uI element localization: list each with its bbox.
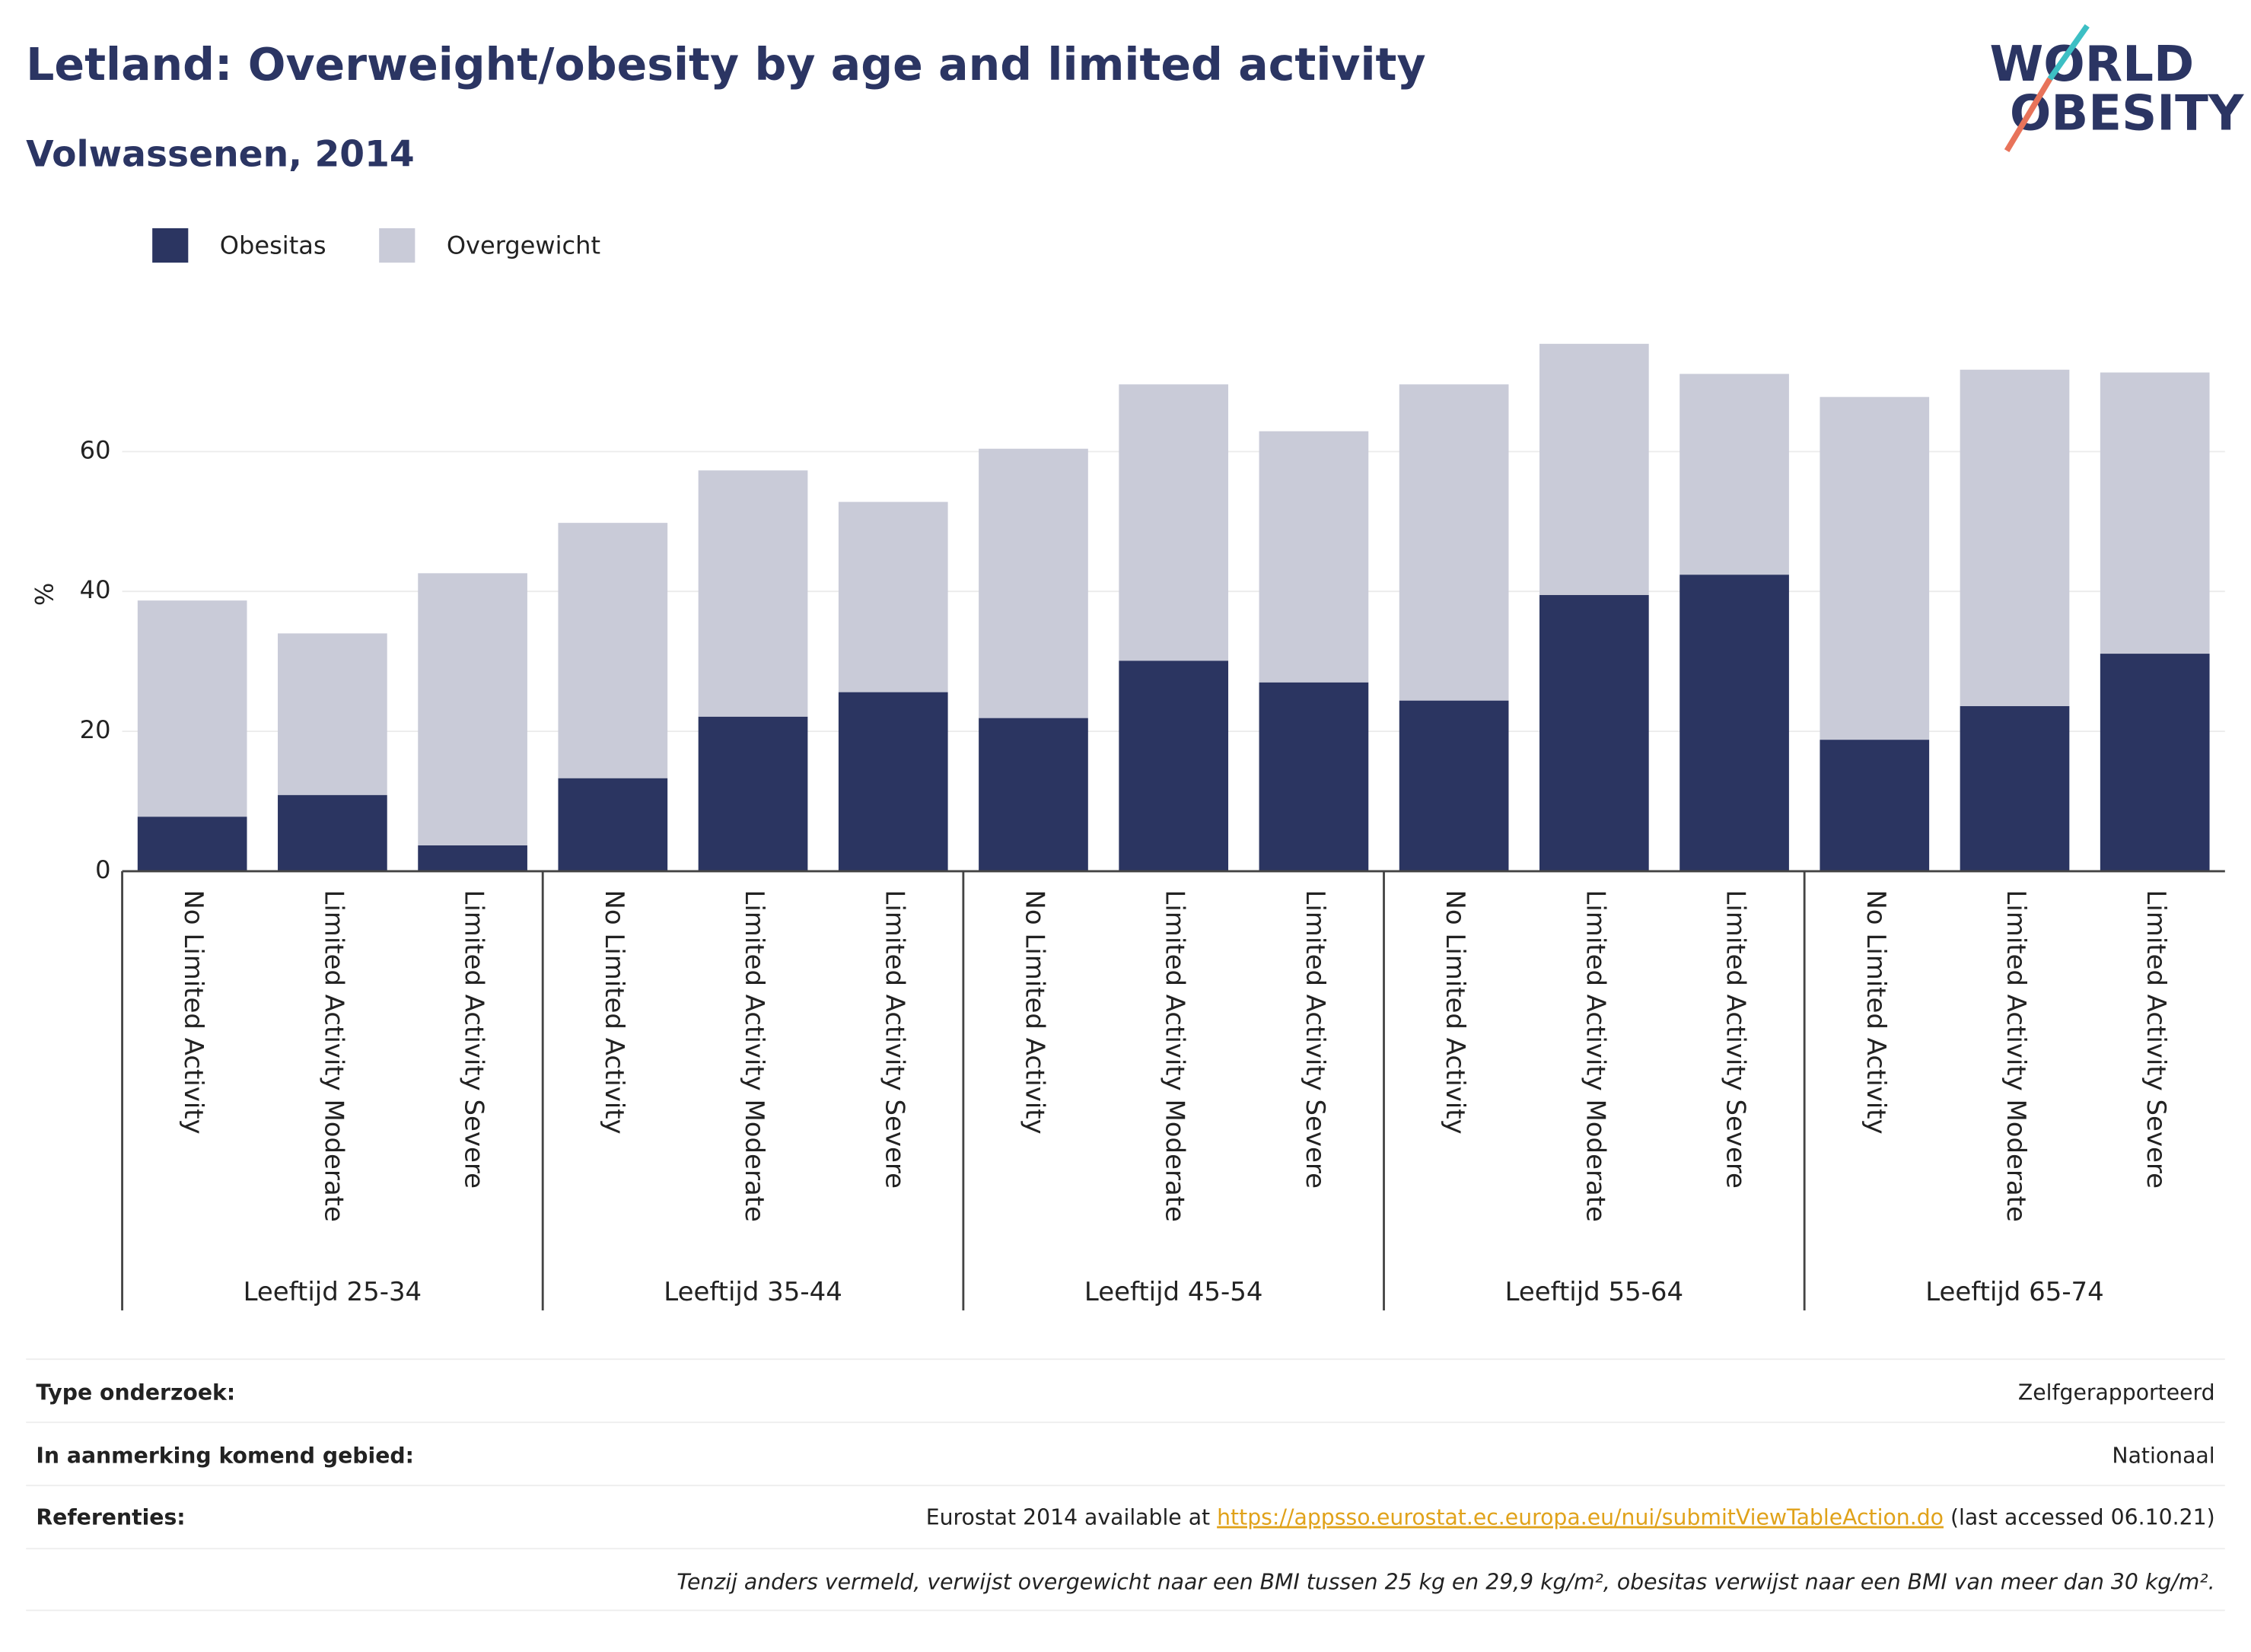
bar [137, 816, 247, 871]
row-value: Zelfgerapporteerd [2018, 1380, 2215, 1405]
ref-prefix: Eurostat 2014 available at [926, 1505, 1217, 1530]
bar [1679, 374, 1789, 575]
group-label: Leeftijd 45-54 [1084, 1277, 1263, 1307]
y-tick-label: 40 [80, 575, 111, 604]
group-label: Leeftijd 25-34 [244, 1277, 422, 1307]
x-tick-label: Limited Activity Moderate [318, 890, 349, 1221]
note: Tenzij anders vermeld, verwijst overgewi… [677, 1569, 2214, 1594]
group-label: Leeftijd 55-64 [1505, 1277, 1684, 1307]
logo-slash [2004, 77, 2052, 152]
bar [1960, 369, 2070, 706]
x-tick-label: No Limited Activity [1440, 890, 1470, 1134]
bar [1960, 705, 2070, 871]
row-label: Type onderzoek: [36, 1380, 235, 1405]
x-tick-label: Limited Activity Moderate [2001, 890, 2031, 1221]
ref-label: Referenties: [36, 1505, 185, 1530]
bar [698, 716, 808, 871]
group-label: Leeftijd 65-74 [1925, 1277, 2104, 1307]
group-label: Leeftijd 35-44 [664, 1277, 842, 1307]
bar [1119, 660, 1229, 871]
ref-value: Eurostat 2014 available at https://appss… [926, 1505, 2215, 1530]
legend-label: Obesitas [220, 231, 326, 259]
x-tick-label: Limited Activity Moderate [1580, 890, 1610, 1221]
bar [278, 794, 387, 871]
legend-label: Overgewicht [447, 231, 600, 259]
y-tick-label: 0 [95, 855, 110, 884]
x-tick-label: No Limited Activity [1861, 890, 1891, 1134]
row-label: In aanmerking komend gebied: [36, 1443, 414, 1468]
logo: WORLD OBESITY [1989, 24, 2245, 152]
ref-suffix: (last accessed 06.10.21) [1944, 1505, 2215, 1530]
chart-title: Letland: Overweight/obesity by age and l… [26, 39, 1425, 91]
bar [1820, 740, 1930, 871]
bar [558, 778, 668, 871]
bar [1399, 700, 1509, 871]
bar [137, 600, 247, 817]
bar [1539, 594, 1649, 871]
bar [838, 692, 948, 871]
logo-line2: OBESITY [2010, 84, 2245, 142]
x-tick-label: Limited Activity Moderate [1160, 890, 1190, 1221]
bar [1259, 682, 1369, 871]
bar [1679, 575, 1789, 871]
bar [698, 470, 808, 717]
y-tick-label: 60 [80, 435, 111, 464]
row-value: Nationaal [2112, 1443, 2214, 1468]
x-tick-label: Limited Activity Severe [879, 890, 909, 1189]
logo-line1: WORLD [1989, 36, 2194, 93]
bar [1539, 343, 1649, 595]
bar [979, 718, 1088, 871]
y-tick-label: 20 [80, 715, 111, 744]
bar [558, 523, 668, 778]
x-tick-label: Limited Activity Severe [459, 890, 489, 1189]
x-tick-label: Limited Activity Severe [2141, 890, 2171, 1189]
legend-swatch [379, 228, 415, 263]
bar [2100, 372, 2210, 654]
x-tick-label: Limited Activity Severe [1721, 890, 1751, 1189]
bar [1399, 384, 1509, 701]
bar [838, 501, 948, 692]
footer: Referenties: Eurostat 2014 available at … [26, 1358, 2225, 1612]
y-axis-label: % [30, 583, 59, 606]
bar [2100, 654, 2210, 871]
x-tick-label: No Limited Activity [1019, 890, 1049, 1134]
logo-slash [2047, 24, 2090, 81]
x-tick-label: No Limited Activity [599, 890, 629, 1134]
bar [278, 633, 387, 795]
x-tick-label: Limited Activity Moderate [739, 890, 769, 1221]
bar [979, 448, 1088, 718]
bar [1119, 384, 1229, 661]
chart-subtitle: Volwassenen, 2014 [26, 134, 415, 176]
legend-swatch [152, 228, 189, 263]
bar [418, 573, 527, 845]
bar [1820, 396, 1930, 740]
x-tick-label: Limited Activity Severe [1300, 890, 1330, 1189]
bar [418, 845, 527, 871]
x-tick-label: No Limited Activity [178, 890, 209, 1134]
bar [1259, 431, 1369, 683]
ref-link[interactable]: https://appsso.eurostat.ec.europa.eu/nui… [1217, 1505, 1944, 1530]
